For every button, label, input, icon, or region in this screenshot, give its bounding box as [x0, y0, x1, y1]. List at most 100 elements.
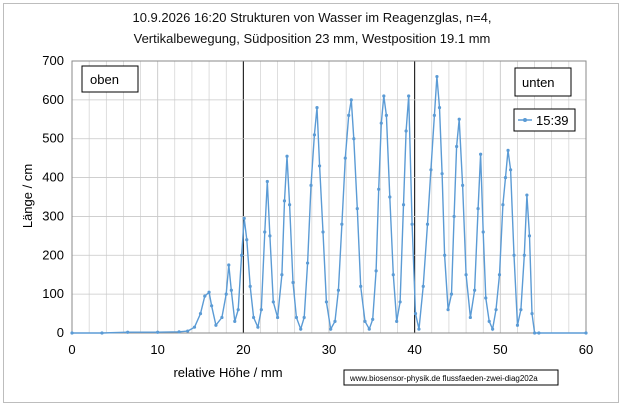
- data-point: [291, 280, 295, 285]
- footer-box: www.biosensor-physik.de flussfaeden-zwei…: [343, 369, 559, 386]
- data-point: [236, 308, 240, 312]
- data-point: [329, 327, 333, 331]
- data-point: [233, 319, 237, 323]
- data-point: [421, 284, 425, 288]
- data-point: [100, 331, 104, 335]
- data-point: [240, 253, 244, 257]
- data-point: [455, 144, 459, 149]
- data-point: [401, 203, 406, 207]
- y-axis-label: Länge / cm: [20, 164, 35, 228]
- data-point: [285, 154, 289, 158]
- data-point: [268, 234, 272, 238]
- data-point: [259, 308, 263, 312]
- data-point: [229, 288, 233, 292]
- data-point: [425, 222, 430, 226]
- data-point: [432, 113, 436, 117]
- data-point: [395, 319, 399, 323]
- data-point: [410, 222, 414, 226]
- data-point: [371, 317, 375, 321]
- data-point: [407, 94, 411, 98]
- x-tick-label: 10: [150, 342, 164, 357]
- x-tick-label: 20: [236, 342, 250, 357]
- data-point: [461, 183, 465, 187]
- data-point: [177, 330, 181, 334]
- legend: 15:39: [513, 108, 576, 132]
- y-tick-label: 500: [42, 131, 64, 146]
- data-point: [388, 195, 392, 199]
- data-point: [457, 117, 461, 121]
- x-tick-label: 50: [493, 342, 507, 357]
- data-point: [506, 148, 510, 152]
- y-tick-label: 0: [57, 325, 64, 340]
- data-point: [584, 331, 588, 335]
- data-point: [464, 273, 468, 277]
- legend-marker: [523, 118, 527, 122]
- data-point: [443, 253, 447, 257]
- data-point: [352, 137, 356, 141]
- series-15-39: [70, 74, 588, 335]
- data-point: [355, 207, 359, 211]
- data-point: [256, 325, 260, 329]
- data-point: [374, 269, 378, 273]
- data-point: [126, 330, 130, 334]
- data-point: [70, 331, 74, 335]
- data-point: [398, 300, 402, 304]
- data-point: [220, 315, 224, 320]
- plot-area-border: [71, 60, 587, 334]
- series-line: [72, 76, 586, 334]
- data-point: [248, 284, 252, 288]
- data-point: [527, 234, 532, 238]
- data-point: [336, 288, 341, 292]
- data-point: [452, 214, 456, 219]
- data-point: [530, 311, 534, 316]
- x-tick-label: 30: [322, 342, 336, 357]
- box-right-label: unten: [522, 75, 555, 90]
- chart-title-line-2: Vertikalbewegung, Südposition 23 mm, Wes…: [133, 31, 491, 46]
- data-point: [312, 133, 317, 137]
- data-point: [302, 315, 306, 320]
- data-point: [476, 207, 480, 211]
- data-point: [210, 304, 214, 308]
- data-point: [449, 292, 454, 296]
- data-point: [363, 319, 367, 323]
- data-point: [384, 113, 388, 117]
- y-tick-label: 200: [42, 247, 64, 262]
- data-point: [446, 308, 450, 312]
- data-point: [473, 288, 477, 292]
- data-point: [525, 193, 529, 197]
- box-left: oben: [81, 65, 139, 93]
- data-point: [315, 106, 319, 110]
- box-right: unten: [514, 67, 572, 97]
- data-point: [522, 253, 526, 257]
- data-point: [484, 296, 488, 300]
- x-tick-label: 0: [68, 342, 75, 357]
- box-left-label: oben: [90, 72, 119, 87]
- grid: [71, 60, 587, 334]
- data-point: [245, 238, 249, 242]
- data-point: [340, 222, 344, 226]
- data-point: [468, 315, 472, 320]
- data-point: [512, 253, 516, 257]
- y-tick-label: 300: [42, 208, 64, 223]
- data-point: [417, 327, 421, 331]
- y-tick-label: 700: [42, 53, 64, 68]
- y-tick-label: 100: [42, 286, 64, 301]
- data-point: [347, 113, 351, 117]
- data-point: [367, 327, 371, 331]
- data-point: [413, 311, 418, 316]
- data-point: [203, 294, 207, 298]
- footer-text: www.biosensor-physik.de flussfaeden-zwei…: [349, 374, 538, 383]
- data-point: [533, 331, 537, 335]
- data-point: [509, 168, 513, 172]
- x-axis-label: relative Höhe / mm: [173, 365, 282, 380]
- chart-title-line-1: 10.9.2026 16:20 Strukturen von Wasser im…: [132, 10, 492, 25]
- data-point: [224, 292, 228, 296]
- data-point: [192, 325, 197, 329]
- data-point: [519, 308, 523, 312]
- data-point: [317, 164, 322, 168]
- legend-entry: 15:39: [536, 113, 569, 128]
- data-point: [287, 203, 292, 207]
- data-point: [435, 74, 439, 79]
- data-point: [503, 175, 508, 180]
